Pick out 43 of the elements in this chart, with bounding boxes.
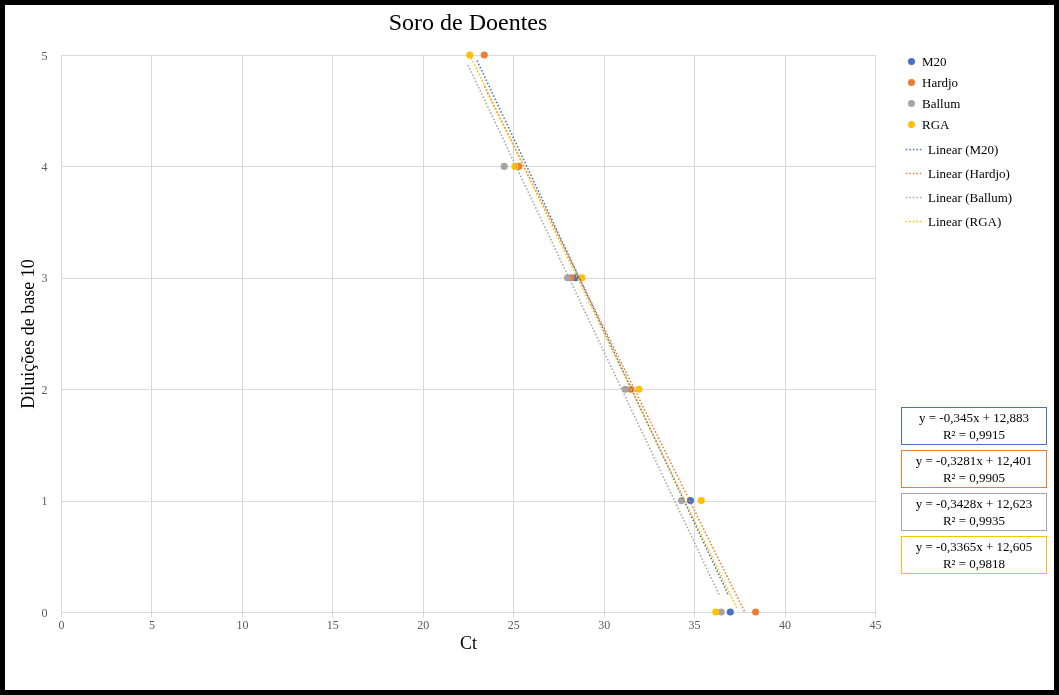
legend-label: RGA (922, 116, 951, 132)
x-tick-label: 20 (417, 617, 430, 632)
y-tick-label: 4 (41, 159, 48, 174)
legend-label: Linear (Ballum) (928, 189, 1013, 205)
legend-label: Hardjo (922, 74, 959, 90)
point (635, 385, 643, 393)
point (563, 274, 572, 282)
y-tick-label: 2 (41, 382, 48, 397)
point (752, 608, 760, 616)
legend-label: Linear (M20) (928, 141, 999, 157)
x-tick-label: 35 (688, 617, 701, 632)
legend-label: Ballum (922, 95, 961, 111)
point (466, 51, 474, 59)
x-tick-label: 15 (326, 617, 339, 632)
text: y = -0,345x + 12,883 R² = 0,9915 (901, 407, 1047, 445)
point (726, 608, 734, 616)
legend-label: M20 (922, 53, 947, 69)
y-tick-label: 1 (41, 494, 48, 509)
y-tick-label: 3 (41, 271, 48, 286)
point (621, 385, 629, 393)
text: y = -0,3365x + 12,605 R² = 0,9818 (901, 536, 1047, 574)
x-tick-label: 25 (507, 617, 520, 632)
x-tick-label: 45 (869, 617, 882, 632)
text: y = -0,3428x + 12,623 R² = 0,9935 (901, 493, 1047, 531)
x-tick-label: 5 (148, 617, 155, 632)
point (686, 497, 695, 505)
text: y = -0,3281x + 12,401 R² = 0,9905 (901, 450, 1047, 488)
point (697, 497, 705, 505)
x-tick-label: 0 (58, 617, 65, 632)
point (712, 608, 720, 616)
point (480, 51, 488, 59)
chart-title: Soro de Doentes (388, 9, 548, 35)
y-axis-title: Diluições de base 10 (17, 259, 38, 409)
x-tick-label: 30 (598, 617, 611, 632)
y-tick-label: 5 (41, 48, 48, 63)
x-axis-title: Ct (459, 632, 478, 653)
x-tick-label: 40 (779, 617, 792, 632)
legend-label: Linear (Hardjo) (928, 165, 1010, 181)
y-tick-label: 0 (41, 605, 48, 620)
point (717, 608, 725, 616)
x-tick-label: 10 (236, 617, 249, 632)
point (500, 162, 508, 170)
legend-label: Linear (RGA) (928, 213, 1002, 229)
